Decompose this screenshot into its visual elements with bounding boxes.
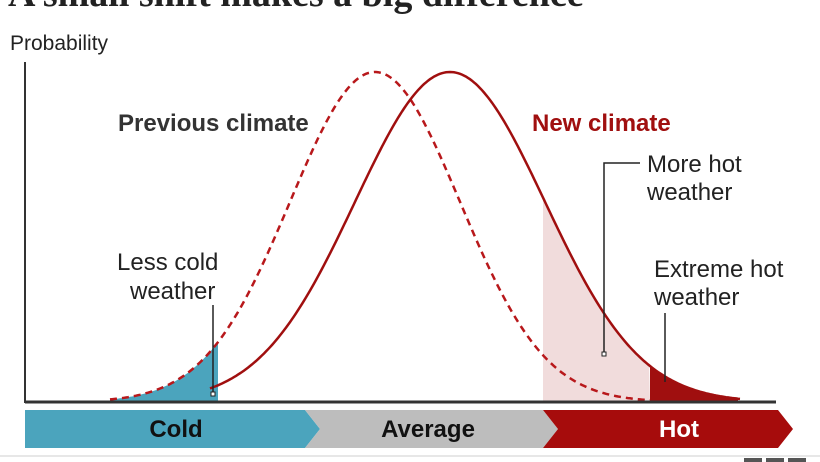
diagram-title: A small shift makes a big difference [8, 0, 584, 15]
less-cold-area [110, 342, 218, 402]
previous-climate-curve [109, 70, 651, 402]
temperature-band: Cold Average Hot [25, 410, 793, 448]
new-climate-curve [209, 70, 741, 401]
more-hot-area [543, 197, 650, 402]
more-hot-leader [603, 162, 640, 354]
extreme-hot-line1: Extreme hot [654, 256, 784, 283]
bbc-logo [744, 458, 806, 462]
less-cold-line1: Less cold [117, 249, 218, 276]
band-hot [543, 410, 793, 448]
band-hot-label: Hot [659, 416, 699, 443]
less-cold-annotation: Less cold weather [117, 249, 218, 397]
previous-climate-label: Previous climate [118, 110, 309, 137]
band-cold [25, 410, 320, 448]
new-climate-label: New climate [532, 110, 671, 137]
less-cold-line2: weather [129, 278, 215, 305]
extreme-hot-line2: weather [653, 284, 739, 311]
band-average-label: Average [381, 416, 475, 443]
more-hot-line2: weather [646, 179, 732, 206]
band-cold-label: Cold [149, 416, 202, 443]
y-axis-label: Probability [10, 32, 109, 55]
extreme-hot-annotation: Extreme hot weather [653, 256, 784, 382]
band-average [305, 410, 558, 448]
more-hot-annotation: More hot weather [601, 151, 742, 357]
extreme-hot-area [650, 366, 738, 402]
more-hot-line1: More hot [647, 151, 742, 178]
